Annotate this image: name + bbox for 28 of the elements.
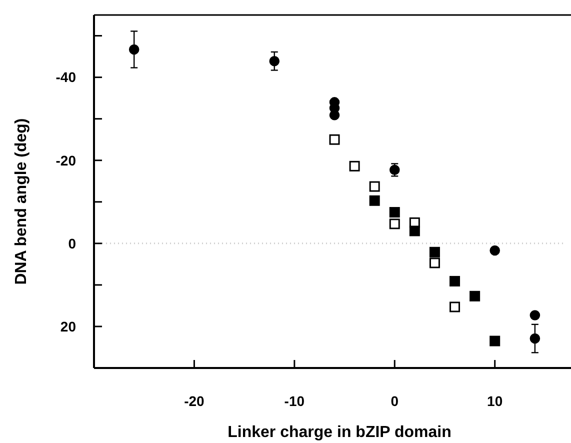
- point: [389, 218, 400, 230]
- point: [429, 258, 440, 268]
- point: [530, 333, 540, 344]
- x-tick-label: 0: [390, 393, 399, 409]
- point: [128, 44, 140, 55]
- point: [329, 134, 340, 145]
- point: [490, 245, 500, 256]
- y-tick-label: -40: [56, 69, 76, 86]
- point: [490, 336, 500, 346]
- x-tick-label: -10: [284, 393, 305, 409]
- point: [349, 160, 360, 172]
- x-tick-label: -20: [184, 393, 205, 409]
- point: [369, 181, 380, 192]
- point: [369, 195, 380, 206]
- x-axis-title: Linker charge in bZIP domain: [228, 424, 452, 441]
- point: [389, 207, 400, 218]
- y-tick-label: 0: [68, 235, 76, 252]
- point: [530, 310, 540, 320]
- y-tick-label: -20: [56, 152, 76, 168]
- y-axis-title: DNA bend angle (deg): [13, 118, 30, 285]
- point: [429, 246, 440, 258]
- x-tick-label: 10: [487, 393, 503, 409]
- point: [450, 302, 460, 312]
- point: [269, 56, 280, 66]
- point: [470, 290, 480, 302]
- point: [450, 276, 460, 286]
- y-tick-label: 20: [60, 318, 76, 334]
- point: [409, 226, 420, 236]
